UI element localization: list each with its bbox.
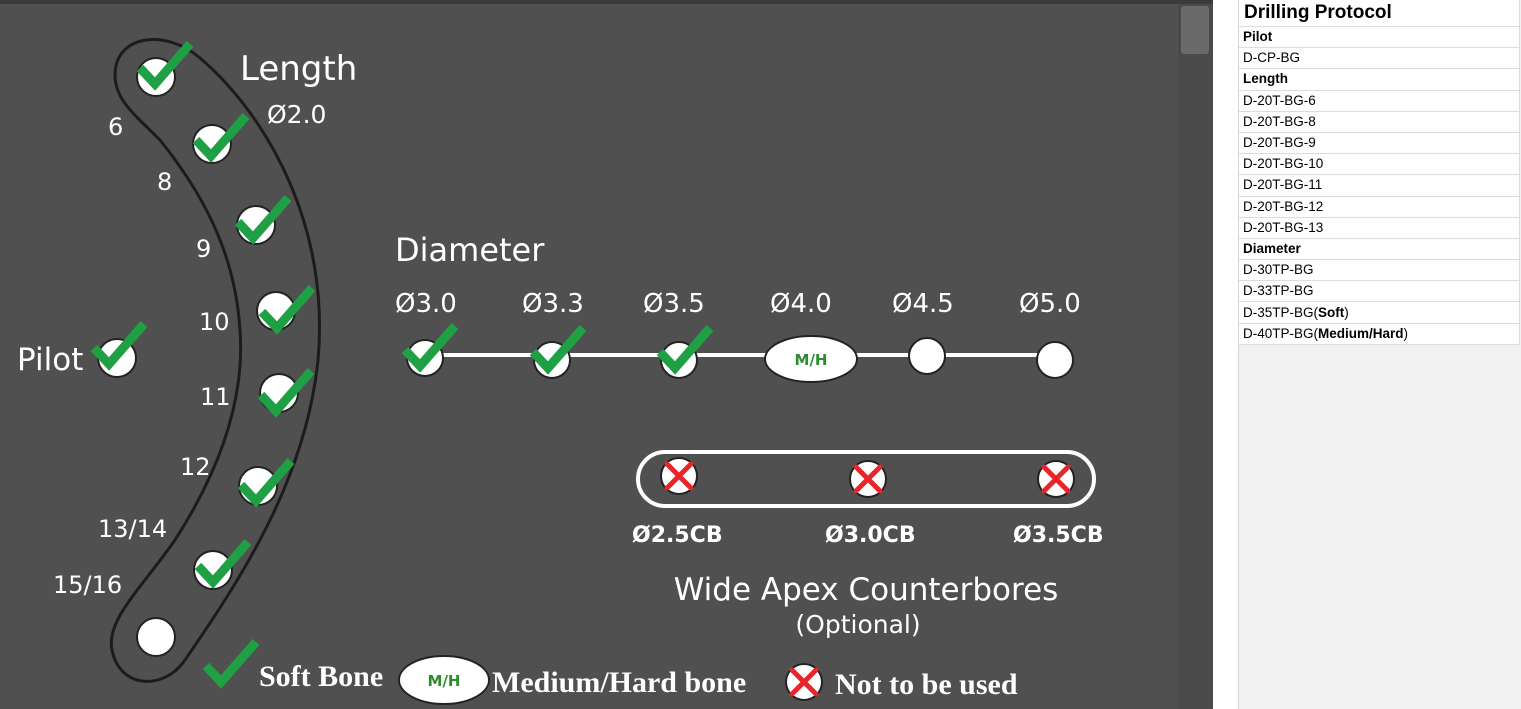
length-step-label: 6: [108, 113, 123, 141]
table-cell[interactable]: D-20T-BG-12: [1239, 196, 1520, 218]
diameter-step-3-0: Ø3.0: [395, 289, 457, 377]
table-row: D-40TP-BG(Medium/Hard): [1239, 323, 1520, 345]
table-cell[interactable]: D-40TP-BG(Medium/Hard): [1239, 323, 1520, 345]
table-row: D-20T-BG-12: [1239, 196, 1520, 218]
legend: Soft Bone M/H Medium/Hard bone Not to be…: [206, 642, 1018, 705]
table-cell[interactable]: D-20T-BG-9: [1239, 132, 1520, 155]
diameter-step-4-0: Ø4.0 M/H: [764, 289, 858, 383]
diameter-step-label: Ø5.0: [1019, 289, 1081, 319]
legend-soft-label: Soft Bone: [259, 660, 383, 693]
length-step-8: 8: [157, 116, 246, 196]
counterbore-title: Wide Apex Counterbores: [674, 572, 1059, 608]
diameter-step-5-0: Ø5.0: [1019, 289, 1081, 379]
length-step-label: 8: [157, 168, 172, 196]
length-step-label: 13/14: [98, 515, 167, 543]
length-step-label: 10: [199, 308, 230, 336]
table-cell[interactable]: Pilot: [1239, 26, 1520, 49]
table-row: D-CP-BG: [1239, 47, 1520, 70]
soft-bone-check-icon: [206, 642, 256, 682]
table-cell[interactable]: D-CP-BG: [1239, 47, 1520, 70]
legend-mh-badge: M/H: [428, 672, 461, 690]
length-step-11: 11: [200, 371, 311, 412]
legend-not-used-label: Not to be used: [835, 668, 1018, 701]
table-cell[interactable]: D-20T-BG-8: [1239, 111, 1520, 133]
table-cell[interactable]: D-30TP-BG: [1239, 259, 1520, 282]
counterbore-3-5: Ø3.5CB: [1013, 460, 1104, 548]
counterbore-3-0: Ø3.0CB: [825, 460, 916, 548]
length-step-label: 9: [196, 235, 211, 263]
table-cell[interactable]: D-20T-BG-6: [1239, 90, 1520, 112]
length-title: Length: [240, 49, 357, 89]
diameter-step-label: Ø3.3: [522, 289, 584, 319]
table-row: D-33TP-BG: [1239, 280, 1520, 303]
bone-type-label: Soft: [1318, 304, 1345, 320]
diameter-step-label: Ø3.0: [395, 289, 457, 319]
table-row: D-20T-BG-9: [1239, 132, 1520, 155]
table-row: Length: [1239, 68, 1520, 91]
table-row: Drilling Protocol: [1239, 0, 1520, 27]
medium-hard-badge: M/H: [795, 351, 828, 369]
counterbore-subtitle: (Optional): [795, 610, 920, 639]
table-row: Diameter: [1239, 238, 1520, 261]
table-cell[interactable]: Length: [1239, 68, 1520, 91]
table-row: D-20T-BG-11: [1239, 174, 1520, 197]
pilot-label: Pilot: [17, 342, 83, 378]
vertical-scrollbar[interactable]: [1178, 4, 1213, 709]
diameter-step-4-5: Ø4.5: [892, 289, 954, 375]
product-code: D-40TP-BG: [1243, 325, 1314, 341]
diameter-step-3-3: Ø3.3: [522, 289, 584, 379]
length-step-12: 12: [180, 453, 291, 506]
diameter-step-label: Ø4.0: [770, 289, 832, 319]
table-row: D-35TP-BG(Soft): [1239, 301, 1520, 324]
panel-border: [0, 0, 1213, 4]
diameter-step-label: Ø3.5: [643, 289, 705, 319]
protocol-title[interactable]: Drilling Protocol: [1239, 0, 1520, 27]
table-row: D-20T-BG-8: [1239, 111, 1520, 133]
scrollbar-thumb[interactable]: [1181, 6, 1209, 54]
table-cell[interactable]: D-35TP-BG(Soft): [1239, 301, 1520, 324]
diameter-title: Diameter: [395, 231, 545, 269]
legend-mh-label: Medium/Hard bone: [492, 666, 746, 699]
table-row: D-20T-BG-13: [1239, 217, 1520, 239]
diameter-step-label: Ø4.5: [892, 289, 954, 319]
table-cell[interactable]: D-20T-BG-10: [1239, 153, 1520, 176]
length-step-label: 11: [200, 383, 231, 411]
length-step-10: 10: [199, 288, 312, 336]
counterbore-label: Ø3.5CB: [1013, 523, 1104, 548]
length-capsule-outline: [109, 37, 321, 683]
table-cell[interactable]: Diameter: [1239, 238, 1520, 261]
length-step-6: 6: [108, 44, 190, 141]
length-step-label: 15/16: [53, 571, 122, 599]
table-row: D-20T-BG-10: [1239, 153, 1520, 176]
counterbore-capsule: [636, 450, 1096, 508]
table-cell[interactable]: D-20T-BG-11: [1239, 174, 1520, 197]
drilling-protocol-sheet: Drilling Protocol Pilot D-CP-BG Length D…: [1238, 0, 1521, 709]
length-step-15-16: 15/16: [53, 571, 176, 657]
product-code: D-35TP-BG: [1243, 304, 1314, 320]
table-row: Pilot: [1239, 26, 1520, 49]
drilling-protocol-table: Drilling Protocol Pilot D-CP-BG Length D…: [1239, 0, 1520, 345]
table-cell[interactable]: D-20T-BG-13: [1239, 217, 1520, 239]
length-diameter-label: Ø2.0: [267, 100, 326, 129]
length-step-9: 9: [196, 198, 288, 263]
drill-sequence-panel: Length Ø2.0 Diameter Pilot 6 8 9 10: [0, 0, 1213, 709]
drilling-diagram: Length Ø2.0 Diameter Pilot 6 8 9 10: [17, 37, 1104, 705]
counterbore-label: Ø2.5CB: [632, 523, 723, 548]
pilot-node: [94, 324, 144, 378]
table-row: D-20T-BG-6: [1239, 90, 1520, 112]
bone-type-label: Medium/Hard: [1318, 325, 1404, 341]
length-step-label: 12: [180, 453, 211, 481]
table-row: D-30TP-BG: [1239, 259, 1520, 282]
counterbore-label: Ø3.0CB: [825, 523, 916, 548]
counterbore-2-5: Ø2.5CB: [632, 457, 723, 548]
diameter-step-3-5: Ø3.5: [643, 289, 710, 379]
table-cell[interactable]: D-33TP-BG: [1239, 280, 1520, 303]
length-step-13-14: 13/14: [98, 515, 248, 590]
